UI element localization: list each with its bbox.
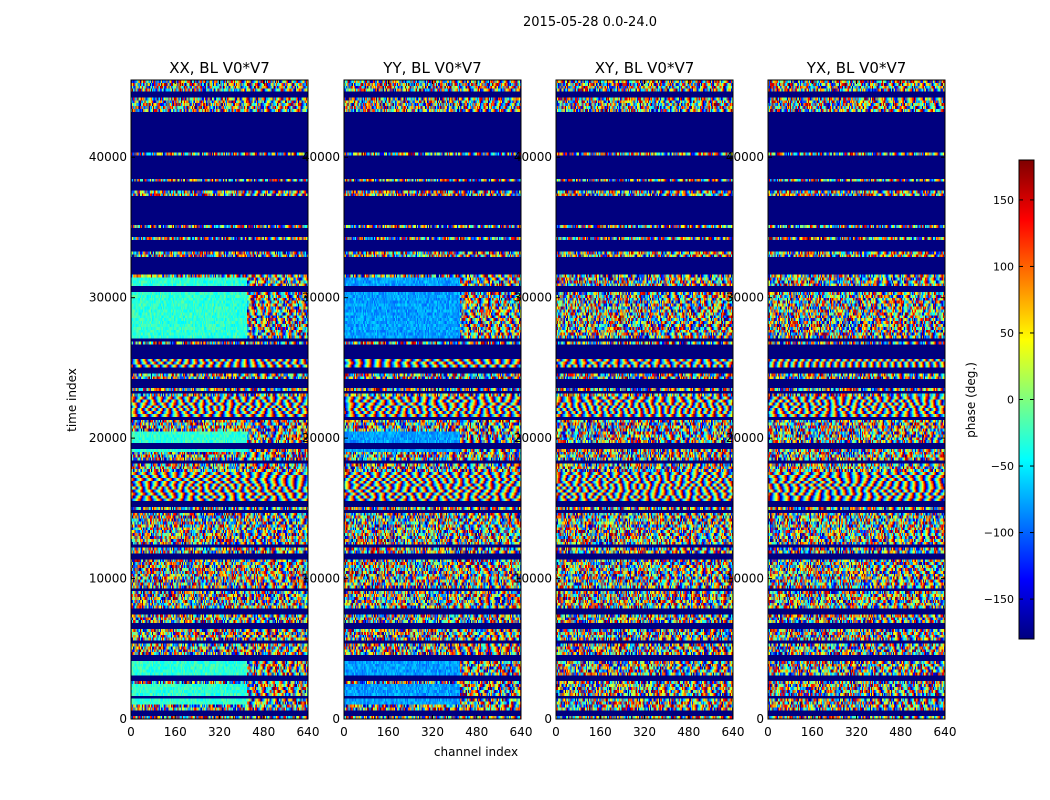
colorbar-tick-label: 150 (993, 194, 1014, 207)
x-tick-label: 160 (377, 725, 400, 739)
y-tick-label: 40000 (89, 150, 127, 164)
y-tick-label: 20000 (514, 431, 552, 445)
panel-yy: YY, BL V0*V7 0 160 320 480 640 0 10000 20000 3000… (302, 59, 533, 739)
y-tick-label: 0 (544, 712, 552, 726)
x-tick-label: 160 (164, 725, 187, 739)
panel-xx: XX, BL V0*V7 0 160 320 480 640 0 10000 20000 3000… (89, 59, 320, 739)
y-tick-label: 20000 (726, 431, 764, 445)
x-tick-label: 640 (722, 725, 745, 739)
colorbar-tick-label: 50 (1000, 327, 1014, 340)
colorbar-tick-label: −150 (984, 593, 1014, 606)
x-axis-label: channel index (434, 745, 518, 759)
x-tick-label: 0 (552, 725, 560, 739)
x-tick-label: 160 (801, 725, 824, 739)
y-tick-label: 30000 (89, 291, 127, 305)
panel-title: YY, BL V0*V7 (382, 59, 481, 77)
x-tick-label: 640 (297, 725, 320, 739)
y-tick-label: 40000 (514, 150, 552, 164)
heatmap-image-yy (344, 80, 521, 719)
y-tick-label: 20000 (302, 431, 340, 445)
y-tick-label: 10000 (514, 572, 552, 586)
y-tick-label: 30000 (726, 291, 764, 305)
x-tick-label: 480 (252, 725, 275, 739)
colorbar-tick-label: −50 (991, 460, 1014, 473)
y-tick-label: 0 (332, 712, 340, 726)
y-tick-label: 10000 (89, 572, 127, 586)
x-tick-label: 480 (889, 725, 912, 739)
x-tick-label: 160 (589, 725, 612, 739)
colorbar: −150 −100 −50 0 50 100 150 (984, 159, 1035, 640)
y-tick-label: 30000 (302, 291, 340, 305)
panel-xy: XY, BL V0*V7 0 160 320 480 640 0 10000 20000 3000… (514, 59, 745, 739)
x-tick-label: 320 (845, 725, 868, 739)
x-tick-label: 0 (127, 725, 135, 739)
y-tick-label: 40000 (726, 150, 764, 164)
panel-title: XX, BL V0*V7 (169, 59, 270, 77)
x-tick-label: 480 (677, 725, 700, 739)
heatmap-image-xy (556, 80, 733, 719)
panel-title: YX, BL V0*V7 (806, 59, 907, 77)
panel-yx: YX, BL V0*V7 0 160 320 480 640 0 10000 20000 3000… (726, 59, 957, 739)
colorbar-label: phase (deg.) (964, 362, 978, 438)
panel-title: XY, BL V0*V7 (595, 59, 695, 77)
x-tick-label: 0 (764, 725, 772, 739)
x-tick-label: 320 (633, 725, 656, 739)
x-tick-label: 320 (208, 725, 231, 739)
x-tick-label: 320 (421, 725, 444, 739)
x-tick-label: 0 (340, 725, 348, 739)
colorbar-tick-label: −100 (984, 527, 1014, 540)
y-axis-label: time index (65, 368, 79, 432)
y-tick-label: 0 (756, 712, 764, 726)
panels-group: XX, BL V0*V7 0 160 320 480 640 0 10000 20000 3000… (89, 59, 957, 739)
heatmap-image-yx (768, 80, 945, 719)
x-tick-label: 480 (465, 725, 488, 739)
x-tick-label: 640 (934, 725, 957, 739)
y-tick-label: 30000 (514, 291, 552, 305)
y-tick-label: 10000 (302, 572, 340, 586)
figure-suptitle: 2015-05-28 0.0-24.0 (523, 15, 657, 30)
colorbar-tick-label: 100 (993, 260, 1014, 273)
x-tick-label: 640 (510, 725, 533, 739)
colorbar-tick-label: 0 (1007, 394, 1014, 407)
y-tick-label: 40000 (302, 150, 340, 164)
y-tick-label: 0 (119, 712, 127, 726)
heatmap-image-xx (131, 80, 308, 719)
y-tick-label: 20000 (89, 431, 127, 445)
y-tick-label: 10000 (726, 572, 764, 586)
